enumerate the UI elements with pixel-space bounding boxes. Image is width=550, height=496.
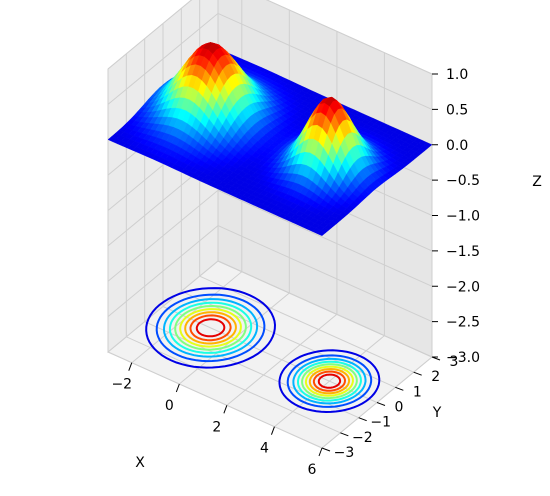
z-tick-label: 0.0 <box>446 138 468 154</box>
contour-line <box>304 365 354 397</box>
z-tick-label: −1.0 <box>446 209 480 225</box>
surface-mesh <box>107 42 433 236</box>
grid-line-z <box>107 12 433 110</box>
contour-line <box>145 287 277 369</box>
contour-line <box>168 301 253 354</box>
x-tick-mark <box>318 447 323 457</box>
contour-line <box>317 373 342 389</box>
contour-line <box>308 367 351 395</box>
z-tick-label: −3.0 <box>446 350 480 366</box>
y-tick-mark <box>376 402 386 406</box>
x-tick-mark <box>128 362 133 371</box>
axis-ticks: −20246−3−2−10123−3.0−2.5−2.0−1.5−1.0−0.5… <box>111 67 480 478</box>
contour-line <box>184 311 237 345</box>
y-axis-label: Y <box>432 405 442 421</box>
contour-line <box>301 363 358 400</box>
x-tick-label: 0 <box>165 398 174 414</box>
x-tick-mark <box>223 405 228 414</box>
grid-line-z <box>107 225 433 323</box>
x-tick-label: −2 <box>111 377 132 393</box>
contour-line <box>162 298 259 358</box>
y-tick-mark <box>395 386 404 391</box>
contour-line <box>174 304 247 351</box>
y-tick-mark <box>321 447 331 452</box>
y-tick-label: −3 <box>334 445 355 461</box>
contour-line <box>312 370 347 392</box>
y-tick-mark <box>413 371 422 376</box>
z-tick-label: 1.0 <box>446 67 468 83</box>
grid-line-z <box>107 0 433 75</box>
contour-line <box>155 293 266 363</box>
y-tick-label: −1 <box>370 415 391 431</box>
y-tick-label: 3 <box>450 354 459 370</box>
y-tick-label: −2 <box>352 430 373 446</box>
grid-line-z <box>107 189 433 287</box>
z-tick-label: 0.5 <box>446 102 468 118</box>
axes-panes <box>107 0 433 449</box>
z-tick-label: −2.0 <box>446 279 480 295</box>
contour-line <box>179 308 242 348</box>
x-tick-label: 6 <box>308 462 317 478</box>
y-tick-label: 1 <box>413 384 422 400</box>
contour-line <box>297 360 362 402</box>
y-tick-label: 0 <box>395 400 404 416</box>
x-tick-label: 2 <box>212 419 221 435</box>
x-tick-label: 4 <box>260 441 269 457</box>
contour-line <box>189 314 232 342</box>
contour-line <box>292 357 367 405</box>
z-tick-label: −2.5 <box>446 315 480 331</box>
contour-projection <box>145 287 381 414</box>
contour-line <box>278 349 381 414</box>
z-axis-label: Z <box>532 174 542 190</box>
z-tick-label: −1.5 <box>446 244 480 260</box>
y-tick-label: 2 <box>431 369 440 385</box>
z-tick-label: −0.5 <box>446 173 480 189</box>
contour-line <box>286 354 373 408</box>
surface-cell <box>316 230 327 236</box>
x-tick-mark <box>270 426 275 435</box>
grid-line-z <box>107 260 433 358</box>
y-tick-mark <box>358 417 367 422</box>
y-tick-mark <box>340 432 349 437</box>
x-axis-label: X <box>135 455 145 471</box>
x-tick-mark <box>175 383 180 393</box>
contour-line <box>195 318 226 338</box>
